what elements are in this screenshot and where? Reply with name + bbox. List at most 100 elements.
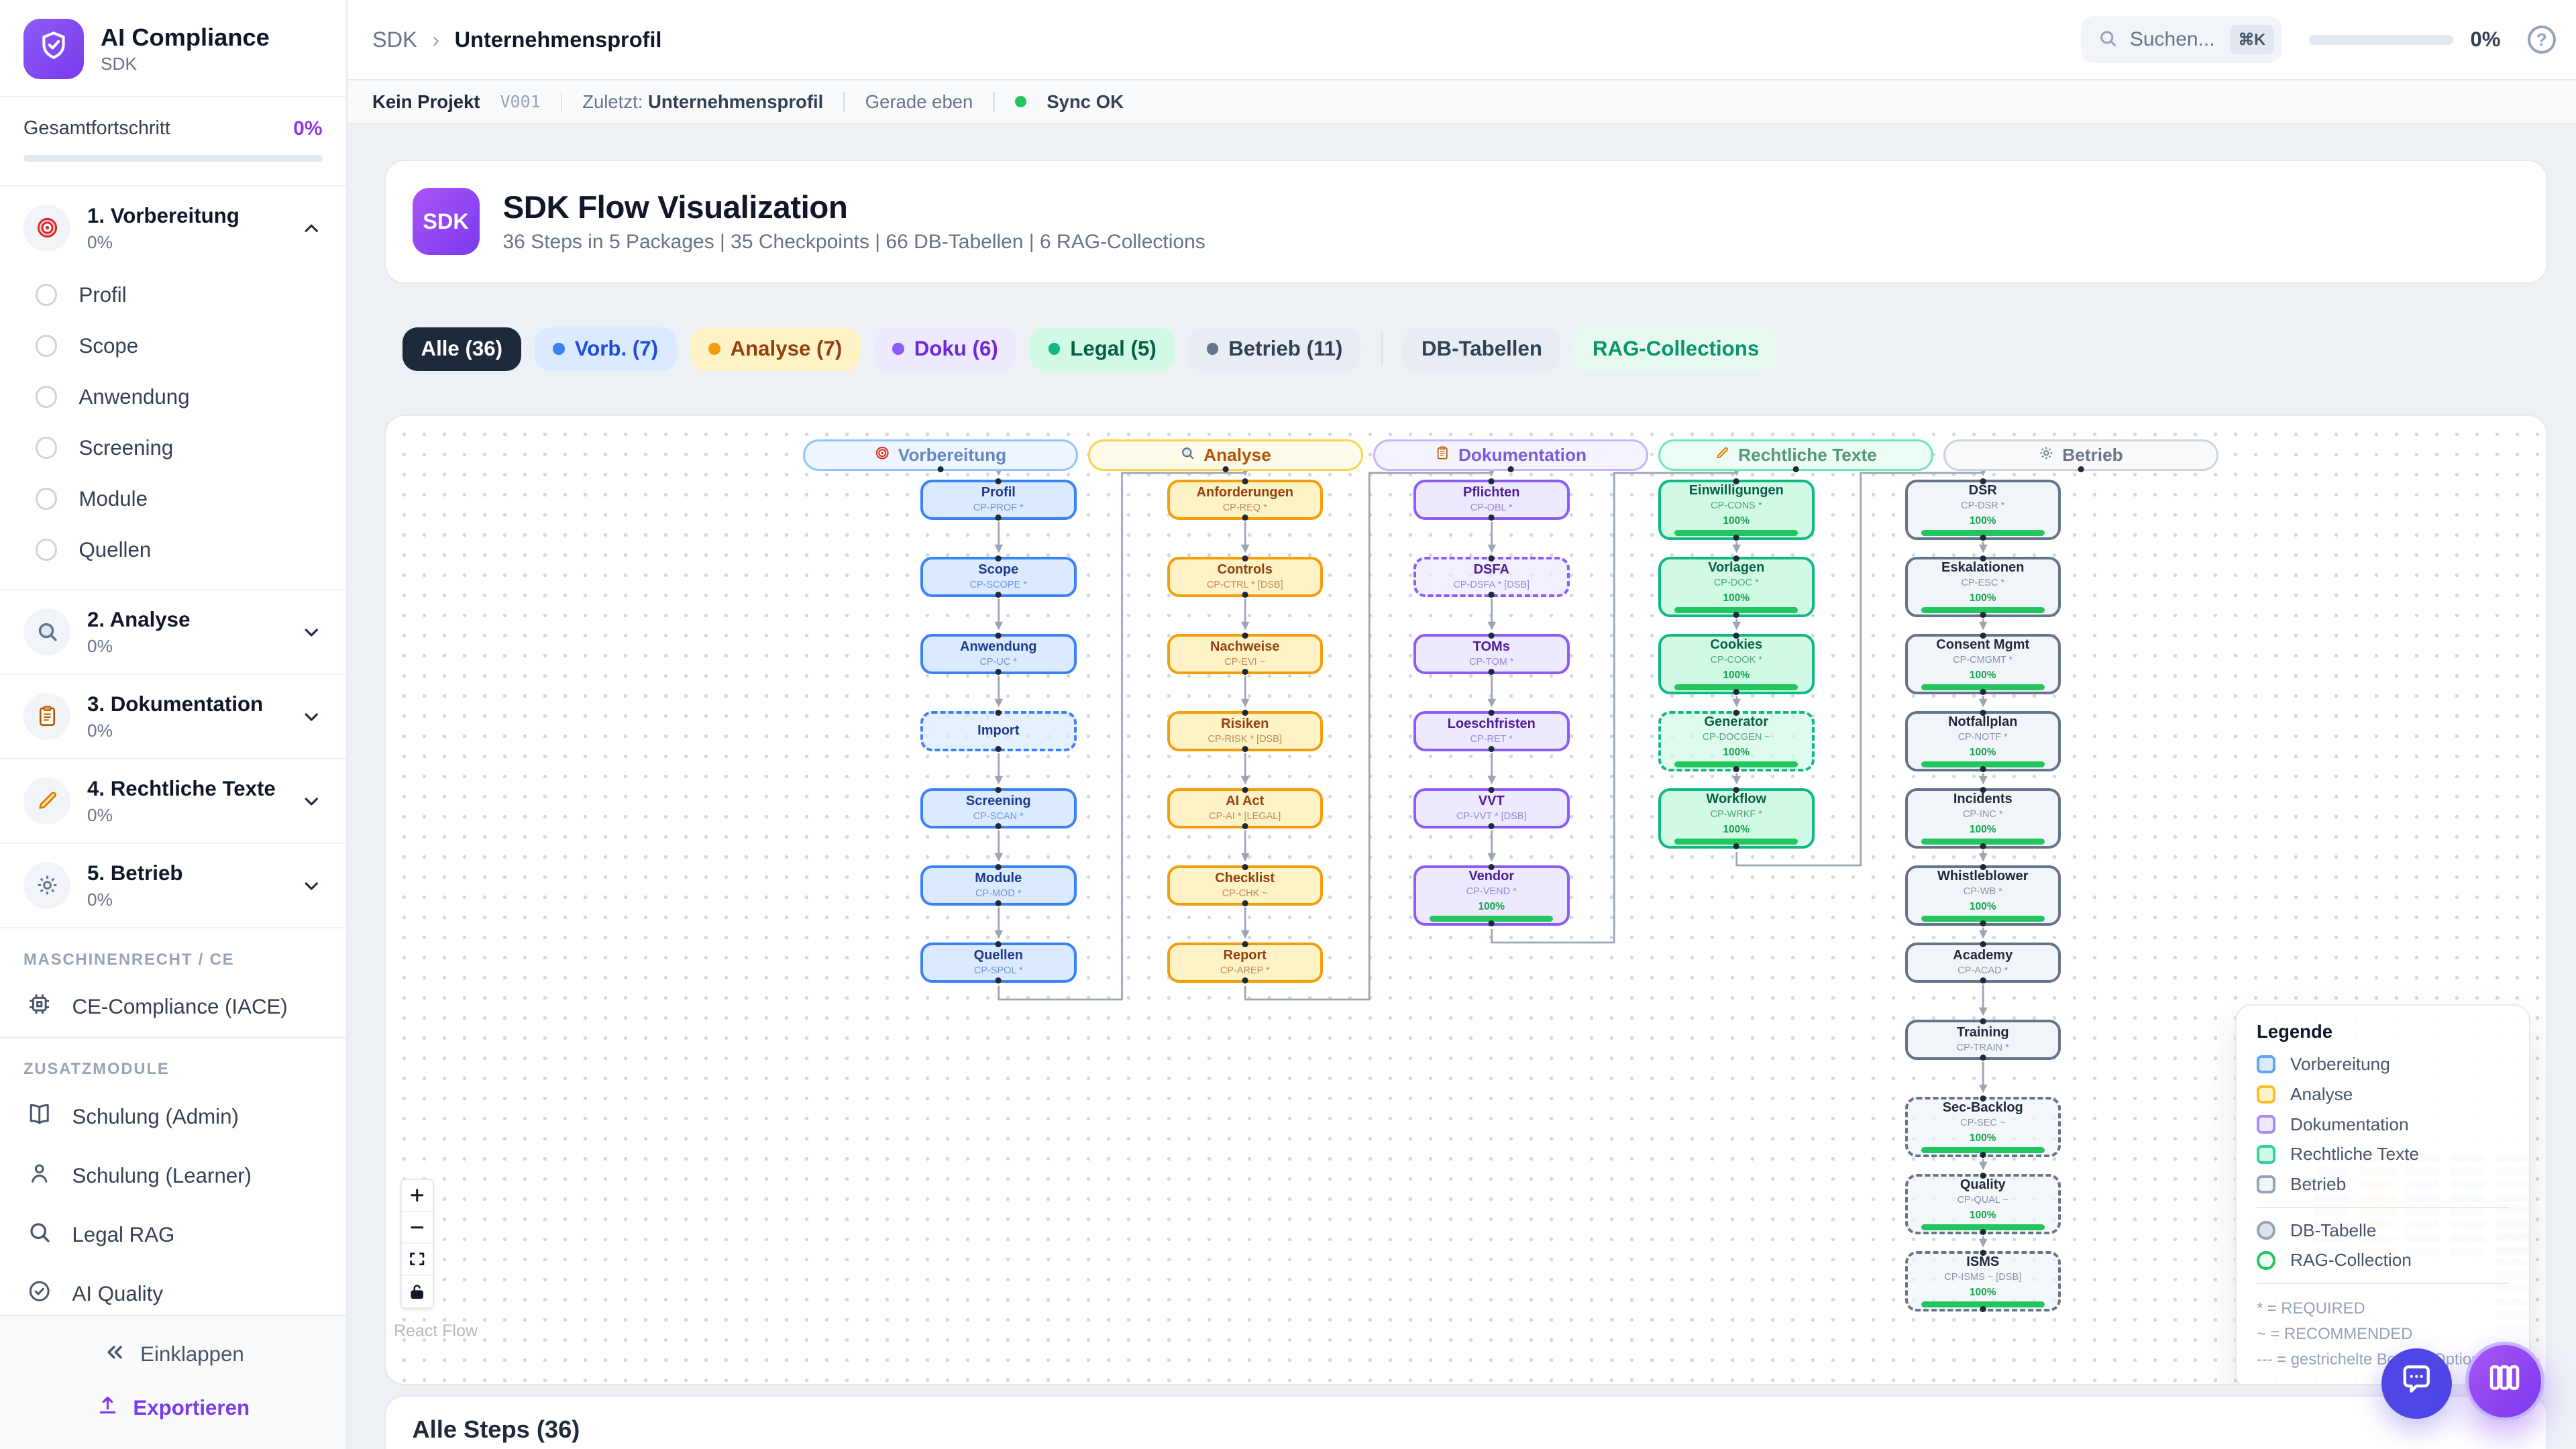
breadcrumb-root[interactable]: SDK bbox=[372, 27, 417, 52]
flow-node-incidents[interactable]: Incidents CP-INC * 100% bbox=[1904, 788, 2061, 849]
sidebar-package-legal[interactable]: 4. Rechtliche Texte 0% bbox=[0, 759, 346, 843]
sidebar-item-schulung-admin[interactable]: Schulung (Admin) bbox=[0, 1087, 346, 1146]
legend-label: Dokumentation bbox=[2290, 1114, 2409, 1134]
zoom-out-button[interactable] bbox=[402, 1212, 433, 1244]
export-button[interactable]: Exportieren bbox=[0, 1382, 346, 1434]
help-icon[interactable]: ? bbox=[2527, 25, 2556, 54]
sdk-badge: SDK bbox=[412, 188, 480, 255]
node-code: CP-DSR * bbox=[1961, 500, 2005, 511]
all-steps-card: Alle Steps (36) bbox=[384, 1395, 2548, 1449]
flow-node-checklist[interactable]: Checklist CP-CHK ~ bbox=[1167, 865, 1323, 906]
filter-chip-legal-5[interactable]: Legal (5) bbox=[1030, 327, 1175, 371]
sync-status: Sync OK bbox=[1046, 91, 1124, 112]
flow-node-pflichten[interactable]: Pflichten CP-OBL * bbox=[1413, 479, 1570, 520]
flow-node-vorlagen[interactable]: Vorlagen CP-DOC * 100% bbox=[1658, 556, 1815, 617]
flow-node-scope[interactable]: Scope CP-SCOPE * bbox=[920, 556, 1077, 597]
flow-node-profil[interactable]: Profil CP-PROF * bbox=[920, 479, 1077, 520]
flow-node-report[interactable]: Report CP-AREP * bbox=[1167, 942, 1323, 983]
sidebar-item-ai-quality[interactable]: AI Quality bbox=[0, 1265, 346, 1315]
flow-node-nachweise[interactable]: Nachweise CP-EVI ~ bbox=[1167, 633, 1323, 674]
package-percent: 0% bbox=[87, 804, 113, 825]
flow-node-ai-act[interactable]: AI Act CP-AI * [LEGAL] bbox=[1167, 788, 1323, 828]
target-icon bbox=[875, 445, 890, 466]
sidebar-item-screening[interactable]: Screening bbox=[0, 423, 346, 474]
zoom-in-button[interactable] bbox=[402, 1180, 433, 1212]
sidebar-package-analyse[interactable]: 2. Analyse 0% bbox=[0, 590, 346, 674]
flow-node-anwendung[interactable]: Anwendung CP-UC * bbox=[920, 633, 1077, 674]
sidebar-item-quellen[interactable]: Quellen bbox=[0, 525, 346, 576]
gear-icon bbox=[2039, 445, 2054, 466]
legend-item-dokumentation: Dokumentation bbox=[2257, 1114, 2509, 1135]
sidebar-item-profil[interactable]: Profil bbox=[0, 270, 346, 321]
filter-chip-vorb-7[interactable]: Vorb. (7) bbox=[534, 327, 677, 371]
flow-node-vvt[interactable]: VVT CP-VVT * [DSB] bbox=[1413, 788, 1570, 828]
lock-button[interactable] bbox=[402, 1275, 433, 1307]
flow-node-isms[interactable]: ISMS CP-ISMS ~ [DSB] 100% bbox=[1904, 1250, 2061, 1311]
node-title: TOMs bbox=[1472, 639, 1510, 655]
flow-node-dsr[interactable]: DSR CP-DSR * 100% bbox=[1904, 479, 2061, 540]
collapse-sidebar-button[interactable]: Einklappen bbox=[0, 1328, 346, 1382]
flow-node-anforderungen[interactable]: Anforderungen CP-REQ * bbox=[1167, 479, 1323, 520]
flow-node-risiken[interactable]: Risiken CP-RISK * [DSB] bbox=[1167, 710, 1323, 751]
filter-chip-analyse-7[interactable]: Analyse (7) bbox=[690, 327, 861, 371]
step-label: Screening bbox=[78, 435, 174, 460]
flow-node-import[interactable]: Import bbox=[920, 710, 1077, 751]
flow-node-vendor[interactable]: Vendor CP-VEND * 100% bbox=[1413, 865, 1570, 926]
sidebar-package-vorbereitung[interactable]: 1. Vorbereitung 0% bbox=[0, 186, 346, 270]
sidebar-item-module[interactable]: Module bbox=[0, 474, 346, 525]
flow-package-header-betrieb[interactable]: Betrieb bbox=[1943, 439, 2218, 471]
flow-node-generator[interactable]: Generator CP-DOCGEN ~ 100% bbox=[1658, 710, 1815, 771]
node-progress-label: 100% bbox=[1969, 669, 1996, 682]
sidebar-item-ce-compliance-iace[interactable]: CE-Compliance (IACE) bbox=[0, 977, 346, 1036]
flow-node-notfallplan[interactable]: Notfallplan CP-NOTF * 100% bbox=[1904, 710, 2061, 771]
sidebar-item-scope[interactable]: Scope bbox=[0, 321, 346, 372]
flow-node-dsfa[interactable]: DSFA CP-DSFA * [DSB] bbox=[1413, 556, 1570, 597]
sidebar-package-betrieb[interactable]: 5. Betrieb 0% bbox=[0, 844, 346, 927]
node-progress-bar bbox=[1921, 761, 2045, 767]
chat-fab-button[interactable] bbox=[2381, 1348, 2452, 1419]
node-progress-label: 100% bbox=[1723, 515, 1750, 527]
flow-node-sec-backlog[interactable]: Sec-Backlog CP-SEC ~ 100% bbox=[1904, 1096, 2061, 1157]
flow-node-eskalationen[interactable]: Eskalationen CP-ESC * 100% bbox=[1904, 556, 2061, 617]
filter-chip-rag-collections[interactable]: RAG-Collections bbox=[1574, 327, 1778, 371]
node-title: Whistleblower bbox=[1937, 869, 2029, 884]
package-header-label: Vorbereitung bbox=[898, 444, 1007, 465]
flow-package-header-legal[interactable]: Rechtliche Texte bbox=[1658, 439, 1933, 471]
fit-view-button[interactable] bbox=[402, 1244, 433, 1276]
flow-node-controls[interactable]: Controls CP-CTRL * [DSB] bbox=[1167, 556, 1323, 597]
node-code: CP-REQ * bbox=[1222, 502, 1267, 513]
flow-node-consent-mgmt[interactable]: Consent Mgmt CP-CMGMT * 100% bbox=[1904, 633, 2061, 694]
flow-node-screening[interactable]: Screening CP-SCAN * bbox=[920, 788, 1077, 828]
filter-chip-doku-6[interactable]: Doku (6) bbox=[873, 327, 1017, 371]
flow-node-whistleblower[interactable]: Whistleblower CP-WB * 100% bbox=[1904, 865, 2061, 926]
flow-node-academy[interactable]: Academy CP-ACAD * bbox=[1904, 942, 2061, 983]
flow-package-header-vorbereitung[interactable]: Vorbereitung bbox=[803, 439, 1078, 471]
filter-chip-alle-36[interactable]: Alle (36) bbox=[402, 327, 521, 371]
flow-package-header-analyse[interactable]: Analyse bbox=[1088, 439, 1363, 471]
legend-item-db: DB-Tabelle bbox=[2257, 1220, 2509, 1241]
flow-package-header-dokumentation[interactable]: Dokumentation bbox=[1373, 439, 1648, 471]
filter-chip-betrieb-11[interactable]: Betrieb (11) bbox=[1188, 327, 1361, 371]
legend-label: Vorbereitung bbox=[2290, 1054, 2390, 1074]
flow-node-loeschfristen[interactable]: Loeschfristen CP-RET * bbox=[1413, 710, 1570, 751]
search-icon bbox=[2098, 25, 2118, 55]
columns-fab-button[interactable] bbox=[2465, 1342, 2544, 1421]
search-input[interactable]: Suchen... ⌘K bbox=[2081, 16, 2283, 63]
overall-progress-track bbox=[23, 155, 323, 162]
flow-node-training[interactable]: Training CP-TRAIN * bbox=[1904, 1019, 2061, 1060]
sidebar-item-schulung-learner[interactable]: Schulung (Learner) bbox=[0, 1146, 346, 1205]
flow-node-quellen[interactable]: Quellen CP-SPOL * bbox=[920, 942, 1077, 983]
sidebar-item-anwendung[interactable]: Anwendung bbox=[0, 372, 346, 423]
sidebar-item-legal-rag[interactable]: Legal RAG bbox=[0, 1205, 346, 1265]
flow-node-toms[interactable]: TOMs CP-TOM * bbox=[1413, 633, 1570, 674]
flow-node-einwilligungen[interactable]: Einwilligungen CP-CONS * 100% bbox=[1658, 479, 1815, 540]
filter-chip-db-tabellen[interactable]: DB-Tabellen bbox=[1403, 327, 1561, 371]
node-code: CP-DOCGEN ~ bbox=[1702, 731, 1770, 743]
flow-node-quality[interactable]: Quality CP-QUAL ~ 100% bbox=[1904, 1173, 2061, 1234]
sidebar-package-dokumentation[interactable]: 3. Dokumentation 0% bbox=[0, 675, 346, 758]
react-flow-canvas[interactable]: Vorbereitung Profil CP-PROF * Scope CP-SCOPE… bbox=[385, 415, 2546, 1384]
flow-node-cookies[interactable]: Cookies CP-COOK * 100% bbox=[1658, 633, 1815, 694]
flow-node-workflow[interactable]: Workflow CP-WRKF * 100% bbox=[1658, 788, 1815, 849]
flow-node-module[interactable]: Module CP-MOD * bbox=[920, 865, 1077, 906]
node-progress-label: 100% bbox=[1969, 515, 1996, 527]
